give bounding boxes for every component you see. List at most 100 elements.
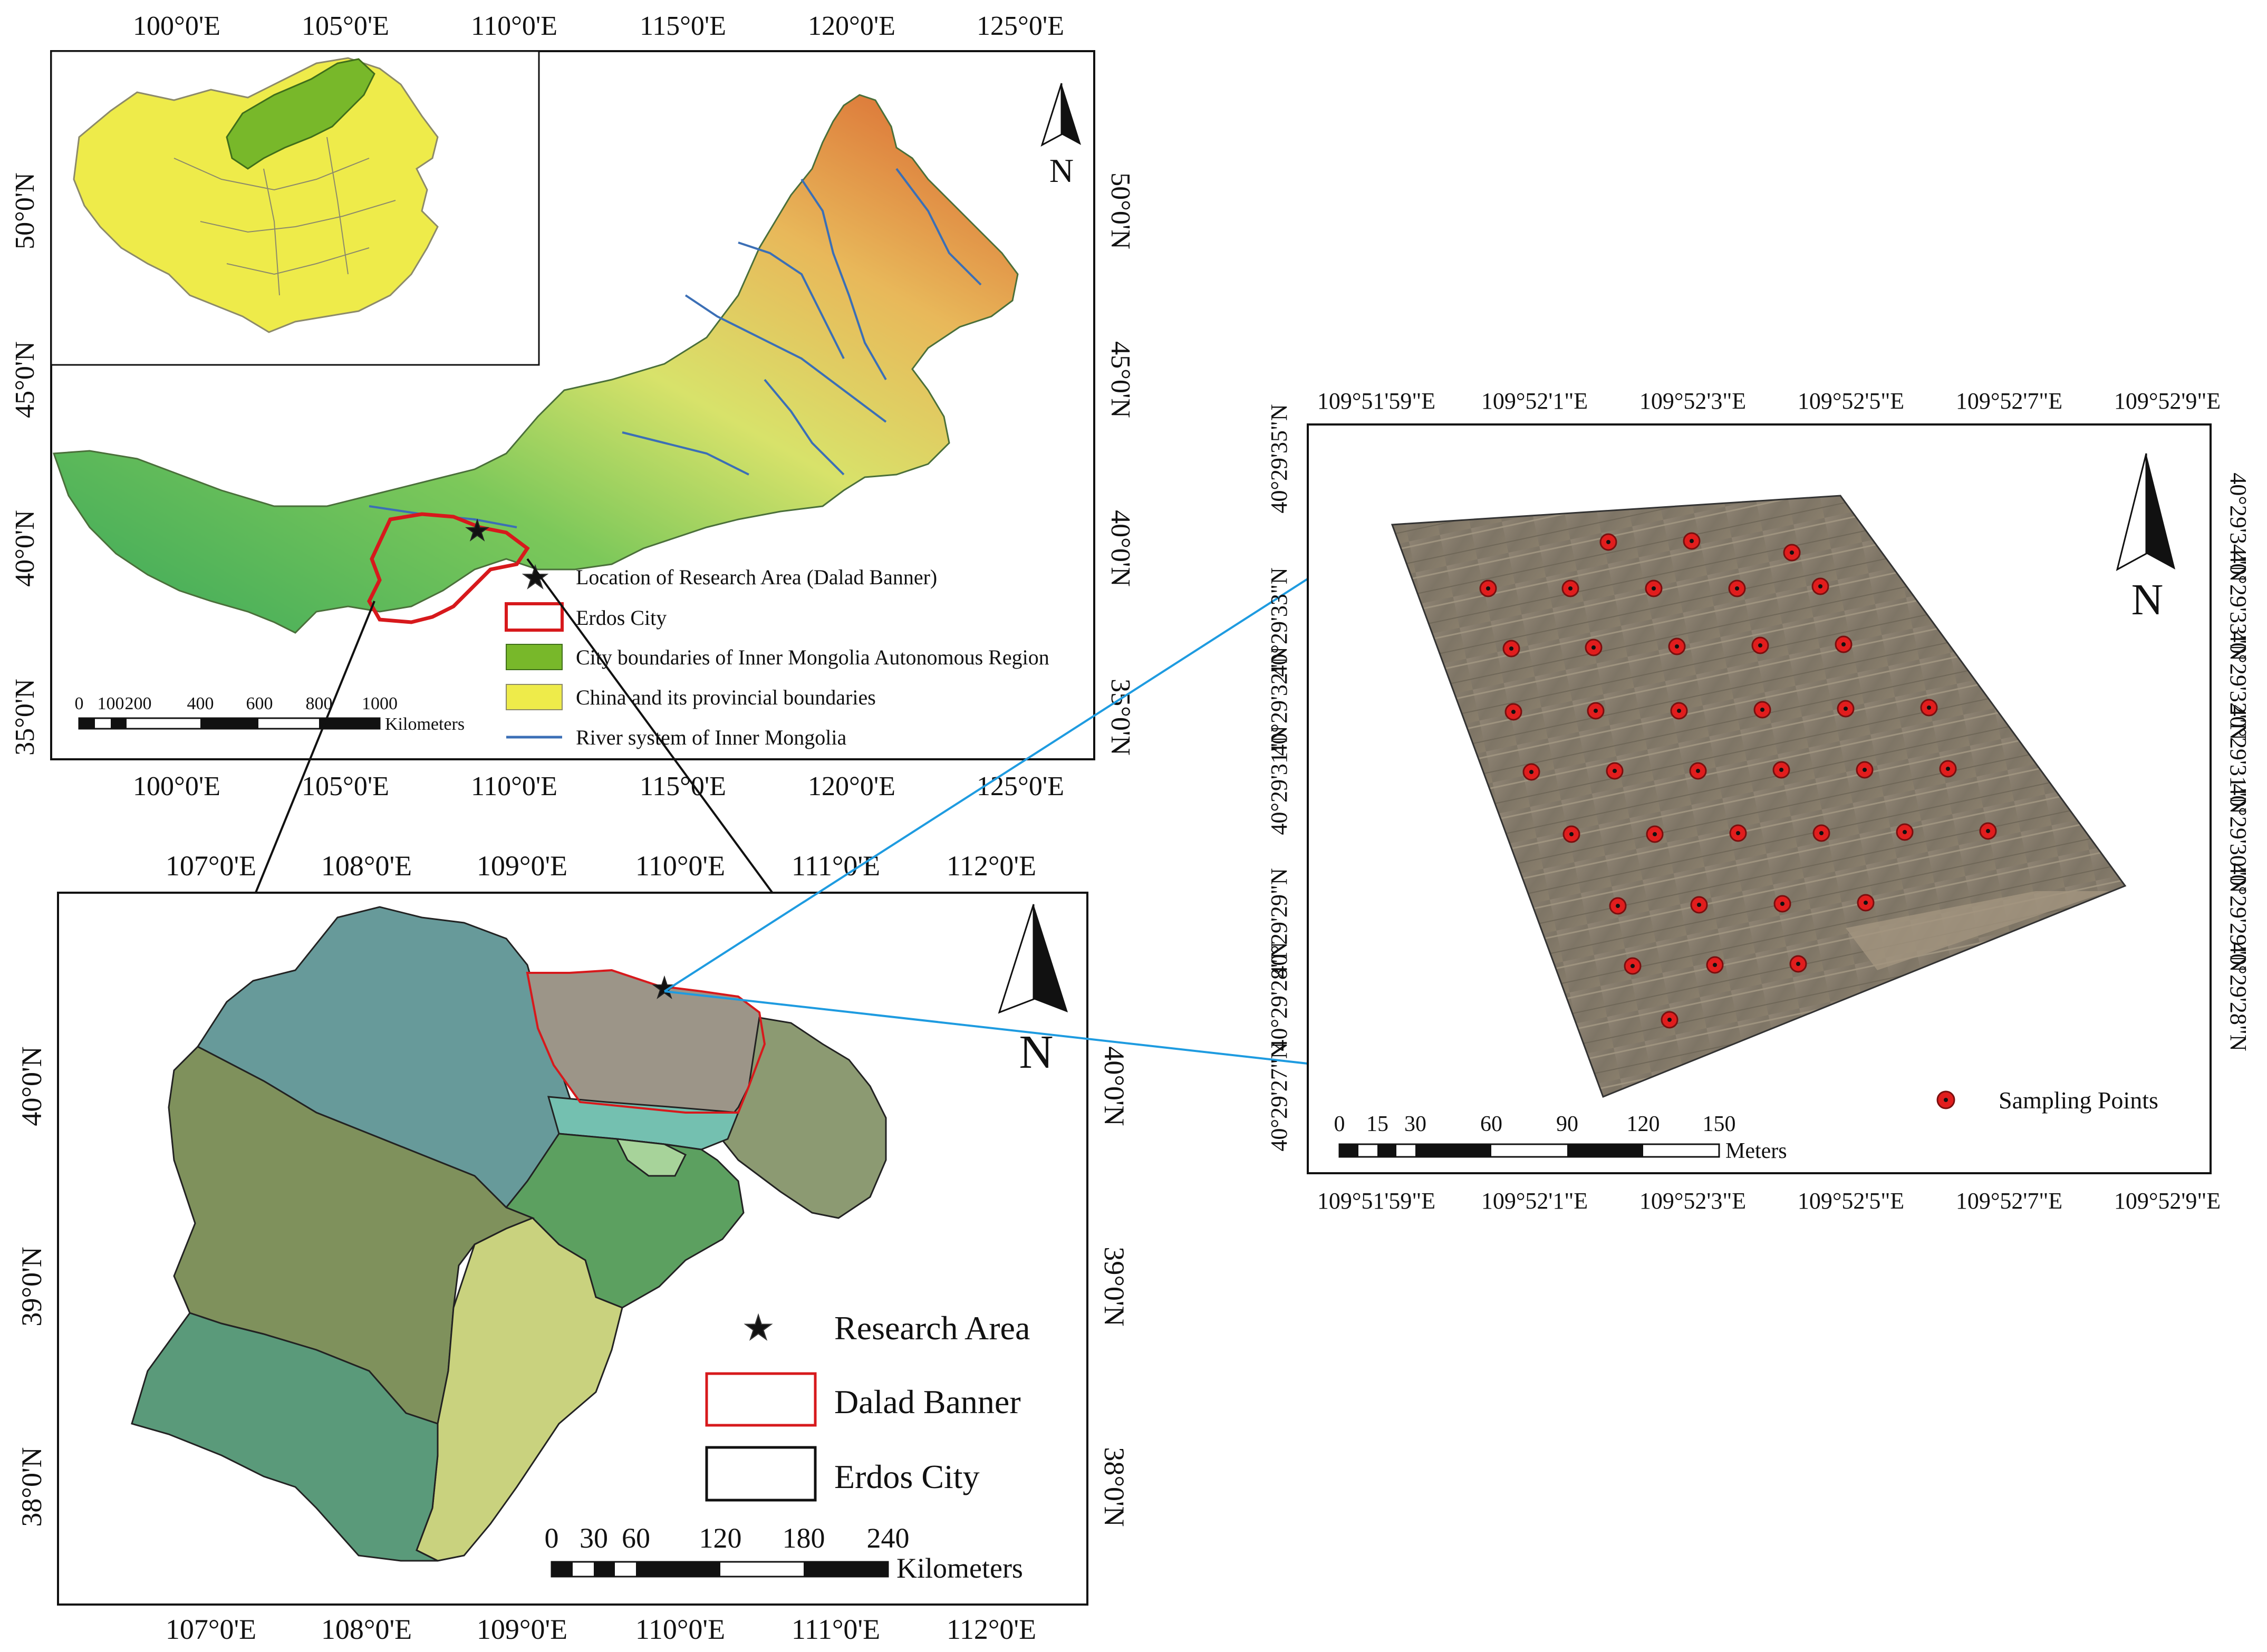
tick-label: 35°0'N bbox=[10, 679, 40, 756]
scale-number: 200 bbox=[125, 694, 152, 713]
tick-label: 125°0'E bbox=[977, 771, 1064, 801]
sampling-point-center bbox=[1736, 831, 1740, 835]
tick-label: 109°0'E bbox=[477, 1614, 567, 1645]
field-left-ticks: 40°29'35"N 40°29'33"N 40°29'32"N 40°29'3… bbox=[1266, 404, 1292, 1151]
top-map-top-ticks: 100°0'E 105°0'E 110°0'E 115°0'E 120°0'E … bbox=[133, 11, 1064, 41]
sampling-point-center bbox=[1631, 964, 1635, 968]
sampling-point-center bbox=[1594, 709, 1598, 713]
tick-label: 40°29'28"N bbox=[2225, 942, 2251, 1051]
legend-label: Research Area bbox=[834, 1309, 1030, 1347]
tick-label: 39°0'N bbox=[1098, 1247, 1130, 1326]
sampling-point-center bbox=[1780, 902, 1784, 906]
scale-unit: Kilometers bbox=[385, 714, 465, 734]
north-label-top: N bbox=[1049, 152, 1074, 189]
scale-number: 30 bbox=[580, 1522, 608, 1554]
tick-label: 109°52'3"E bbox=[1639, 1188, 1746, 1214]
tick-label: 120°0'E bbox=[808, 11, 895, 41]
sampling-point-center bbox=[1946, 767, 1950, 771]
tick-label: 111°0'E bbox=[792, 850, 880, 882]
scale-bar-field: 0 15 30 60 90 120 150 Meters bbox=[1334, 1112, 1787, 1163]
tick-label: 109°52'9"E bbox=[2114, 1188, 2221, 1214]
tick-label: 111°0'E bbox=[792, 1614, 880, 1645]
sampling-point-center bbox=[1568, 586, 1573, 591]
scale-unit: Kilometers bbox=[896, 1552, 1023, 1584]
sampling-point-center bbox=[1863, 768, 1867, 772]
tick-label: 38°0'N bbox=[16, 1447, 47, 1527]
tick-label: 40°29'31"N bbox=[1266, 726, 1292, 835]
sampling-point-center bbox=[1844, 707, 1848, 711]
scale-number: 100 bbox=[98, 694, 124, 713]
north-arrow-top: N bbox=[1040, 83, 1081, 189]
district-south-west bbox=[131, 1312, 439, 1562]
sampling-point-center bbox=[1690, 539, 1694, 543]
scale-number: 15 bbox=[1366, 1112, 1388, 1136]
north-arrow-erdos: N bbox=[998, 904, 1068, 1078]
tick-label: 125°0'E bbox=[977, 11, 1064, 41]
scale-unit: Meters bbox=[1725, 1139, 1787, 1163]
tick-label: 50°0'N bbox=[10, 172, 40, 249]
scale-number: 240 bbox=[867, 1522, 910, 1554]
sampling-point-center bbox=[1713, 963, 1717, 967]
sampling-point-center bbox=[1667, 1018, 1672, 1022]
tick-label: 39°0'N bbox=[16, 1247, 47, 1326]
sampling-point-center bbox=[1677, 709, 1681, 713]
sampling-point-center bbox=[1486, 586, 1490, 591]
legend-field: Sampling Points bbox=[1936, 1087, 2158, 1114]
sampling-point-center bbox=[1779, 768, 1783, 772]
sampling-point-center bbox=[1509, 646, 1513, 651]
tick-label: 109°52'1"E bbox=[1481, 388, 1588, 414]
erdos-map: ★ N 107°0'E 108°0'E 109°0'E 110°0'E 111°… bbox=[16, 850, 1130, 1645]
inset-china-map bbox=[50, 50, 540, 366]
legend-dot-center bbox=[1944, 1098, 1948, 1102]
sampling-point-center bbox=[1529, 770, 1533, 774]
scale-number: 600 bbox=[246, 694, 273, 713]
tick-label: 112°0'E bbox=[947, 1614, 1036, 1645]
tick-label: 109°0'E bbox=[477, 850, 567, 882]
sampling-point-center bbox=[1841, 642, 1846, 646]
inner-mongolia-inset bbox=[226, 58, 375, 170]
tick-label: 40°29'32"N bbox=[1266, 646, 1292, 756]
tick-label: 40°29'31"N bbox=[2225, 704, 2251, 814]
tick-label: 109°52'1"E bbox=[1481, 1188, 1588, 1214]
tick-label: 100°0'E bbox=[133, 11, 220, 41]
sampling-point-center bbox=[1760, 708, 1764, 712]
tick-label: 40°29'29"N bbox=[2225, 863, 2251, 972]
tick-label: 109°52'5"E bbox=[1798, 388, 1904, 414]
sampling-point-center bbox=[1864, 901, 1868, 905]
legend-outline-symbol bbox=[705, 1372, 817, 1427]
north-arrow-field: N bbox=[2116, 453, 2175, 624]
tick-label: 115°0'E bbox=[640, 771, 726, 801]
scale-number: 0 bbox=[1334, 1112, 1345, 1136]
tick-label: 40°29'29"N bbox=[1266, 868, 1292, 977]
tick-label: 107°0'E bbox=[166, 1614, 256, 1645]
scale-number: 60 bbox=[1480, 1112, 1502, 1136]
tick-label: 108°0'E bbox=[321, 850, 412, 882]
tick-label: 109°52'7"E bbox=[1956, 388, 2062, 414]
erdos-districts bbox=[131, 906, 887, 1562]
tick-label: 40°29'33"N bbox=[1266, 567, 1292, 677]
legend-outline-symbol bbox=[505, 602, 564, 632]
sampling-point-center bbox=[1591, 645, 1596, 650]
scale-number: 90 bbox=[1556, 1112, 1578, 1136]
legend-label: Dalad Banner bbox=[834, 1383, 1021, 1421]
scale-number: 120 bbox=[1627, 1112, 1660, 1136]
field-map: N 109°51'59"E 109°52'1"E 109°52'3"E 109°… bbox=[1266, 388, 2251, 1214]
scale-bar-top: 0 100 200 400 600 800 1000 Kilometers bbox=[75, 694, 465, 734]
sampling-point-center bbox=[1927, 706, 1931, 710]
erdos-left-ticks: 40°0'N 39°0'N 38°0'N bbox=[16, 1046, 47, 1527]
sampling-point-center bbox=[1818, 584, 1822, 588]
tick-label: 35°0'N bbox=[1105, 679, 1135, 756]
erdos-bottom-ticks: 107°0'E 108°0'E 109°0'E 110°0'E 111°0'E … bbox=[166, 1614, 1036, 1645]
sampling-point-center bbox=[1569, 832, 1574, 836]
sampling-point-center bbox=[1903, 830, 1907, 834]
tick-label: 40°29'33"N bbox=[2225, 552, 2251, 661]
tick-label: 107°0'E bbox=[166, 850, 256, 882]
sampling-point-center bbox=[1696, 769, 1700, 773]
scale-number: 1000 bbox=[362, 694, 398, 713]
tick-label: 40°29'35"N bbox=[1266, 404, 1292, 513]
sampling-point-center bbox=[1796, 962, 1800, 966]
sampling-point-center bbox=[1606, 540, 1610, 544]
legend-label: China and its provincial boundaries bbox=[576, 685, 876, 709]
scale-number: 60 bbox=[622, 1522, 650, 1554]
